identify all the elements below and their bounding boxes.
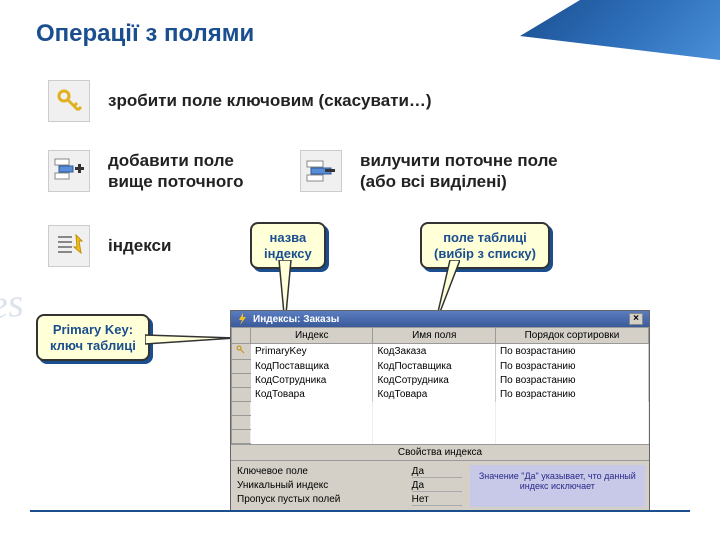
col-index[interactable]: Индекс (251, 328, 373, 344)
cell-sort[interactable]: По возрастанию (495, 374, 648, 388)
add-above-text: добавити поле вище поточного (108, 150, 243, 193)
row-selector-key[interactable] (232, 344, 251, 360)
row-selector-header (232, 328, 251, 344)
cell-field[interactable]: КодСотрудника (373, 374, 495, 388)
cell-field[interactable]: КодЗаказа (373, 344, 495, 360)
table-row[interactable]: КодТовара КодТовара По возрастанию (232, 388, 649, 402)
indexes-text: індекси (108, 235, 171, 256)
dialog-title-text: Индексы: Заказы (253, 314, 339, 325)
table-row-empty[interactable] (232, 430, 649, 444)
table-row-empty[interactable] (232, 416, 649, 430)
make-key-text: зробити поле ключовим (скасувати…) (108, 90, 432, 111)
tf-callout-line1: поле таблиці (443, 230, 527, 245)
cell-sort[interactable]: По возрастанию (495, 388, 648, 402)
props-panel: Ключевое поле Да Уникальный индекс Да Пр… (231, 461, 649, 511)
props-header: Свойства индекса (231, 444, 649, 461)
cell-sort[interactable]: По возрастанию (495, 360, 648, 374)
add-above-line1: добавити поле (108, 151, 234, 170)
cell-index[interactable]: КодТовара (251, 388, 373, 402)
delete-row-icon (300, 150, 342, 192)
add-above-line2: вище поточного (108, 172, 243, 191)
idx-callout-line1: назва (269, 230, 306, 245)
hint-panel: Значение "Да" указывает, что данный инде… (470, 465, 645, 507)
prop-row[interactable]: Пропуск пустых полей Нет (235, 493, 464, 507)
prop-value[interactable]: Да (412, 480, 462, 492)
lightning-icon (237, 313, 249, 325)
cell-index[interactable]: КодПоставщика (251, 360, 373, 374)
table-row[interactable]: PrimaryKey КодЗаказа По возрастанию (232, 344, 649, 360)
col-field[interactable]: Имя поля (373, 328, 495, 344)
tf-callout-line2: (вибір з списку) (434, 246, 536, 261)
indexes-dialog: Индексы: Заказы × Индекс Имя поля Порядо… (230, 310, 650, 512)
cell-field[interactable]: КодТовара (373, 388, 495, 402)
prop-value[interactable]: Нет (412, 494, 462, 506)
table-row[interactable]: КодСотрудника КодСотрудника По возрастан… (232, 374, 649, 388)
prop-value[interactable]: Да (412, 466, 462, 478)
props-list: Ключевое поле Да Уникальный индекс Да Пр… (235, 465, 464, 507)
insert-row-icon (48, 150, 90, 192)
remove-text: вилучити поточне поле (або всі виділені) (360, 150, 558, 193)
table-row[interactable]: КодПоставщика КодПоставщика По возрастан… (232, 360, 649, 374)
dialog-close-button[interactable]: × (629, 313, 643, 325)
pk-callout-line1: Primary Key: (53, 322, 133, 337)
prop-row[interactable]: Уникальный индекс Да (235, 479, 464, 493)
pk-callout-tail (145, 330, 235, 350)
remove-line2: (або всі виділені) (360, 172, 507, 191)
prop-row[interactable]: Ключевое поле Да (235, 465, 464, 479)
primary-key-callout: Primary Key: ключ таблиці (36, 314, 150, 361)
key-icon (48, 80, 90, 122)
row-selector[interactable] (232, 374, 251, 388)
indexes-icon (48, 225, 90, 267)
table-row-empty[interactable] (232, 402, 649, 416)
watermark: es (0, 279, 25, 329)
prop-label: Ключевое поле (237, 466, 308, 478)
cell-index[interactable]: КодСотрудника (251, 374, 373, 388)
dialog-titlebar: Индексы: Заказы × (231, 311, 649, 327)
col-sort[interactable]: Порядок сортировки (495, 328, 648, 344)
indexes-table: Индекс Имя поля Порядок сортировки Prima… (231, 327, 649, 444)
row-selector[interactable] (232, 388, 251, 402)
cell-sort[interactable]: По возрастанию (495, 344, 648, 360)
prop-label: Уникальный индекс (237, 480, 328, 492)
remove-line1: вилучити поточне поле (360, 151, 558, 170)
cell-index[interactable]: PrimaryKey (251, 344, 373, 360)
pk-callout-line2: ключ таблиці (50, 338, 136, 353)
slide-title: Операції з полями (36, 20, 254, 48)
row-selector[interactable] (232, 360, 251, 374)
corner-decoration (520, 0, 720, 60)
footer-line (30, 510, 690, 512)
idx-callout-line2: індексу (264, 246, 312, 261)
cell-field[interactable]: КодПоставщика (373, 360, 495, 374)
prop-label: Пропуск пустых полей (237, 494, 340, 506)
